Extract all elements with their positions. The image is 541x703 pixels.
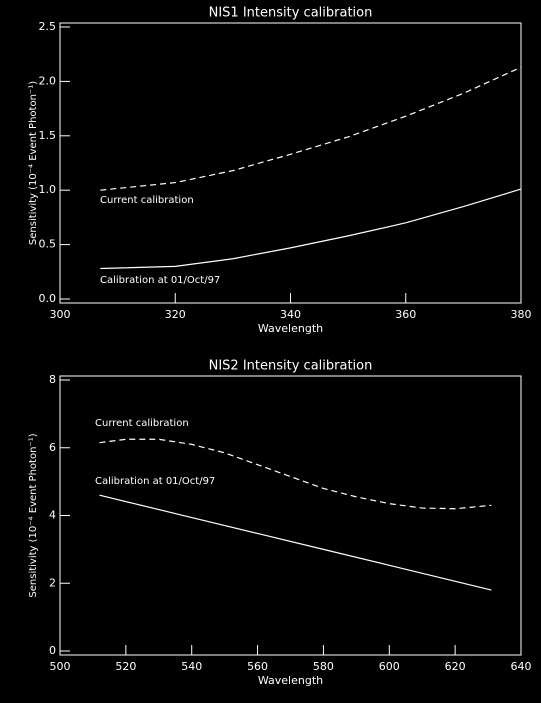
y-tick-label: 0.5 [39,238,57,251]
y-axis-label: Sensitivity (10⁻⁴ Event Photon⁻¹) [28,433,39,597]
y-tick-label: 6 [49,441,56,454]
x-tick-label: 600 [379,660,400,673]
y-tick-label: 1.5 [39,129,57,142]
x-axis-label: Wavelength [258,674,323,687]
series-annotation: Current calibration [95,418,189,429]
y-tick-label: 2.0 [39,74,57,87]
y-axis-label: Sensitivity (10⁻⁴ Event Photon⁻¹) [28,81,39,245]
series-line [99,494,492,591]
series-line [100,66,522,191]
x-tick-label: 320 [165,308,186,321]
series-line [99,438,492,510]
x-tick-label: 540 [181,660,202,673]
y-tick-label: 2 [49,576,56,589]
chart-title: NIS1 Intensity calibration [209,6,373,21]
y-tick-label: 8 [49,373,56,386]
y-tick-label: 4 [49,509,56,522]
x-axis-label: Wavelength [258,322,323,335]
x-tick-label: 520 [115,660,136,673]
x-tick-label: 560 [247,660,268,673]
series-annotation: Calibration at 01/Oct/97 [100,275,220,286]
series-annotation: Calibration at 01/Oct/97 [95,476,215,487]
y-tick-label: 0 [49,644,56,657]
x-tick-label: 640 [511,660,532,673]
x-tick-label: 360 [395,308,416,321]
plot-frame [59,22,522,304]
x-tick-label: 620 [445,660,466,673]
series-line [100,188,522,270]
series-annotation: Current calibration [100,195,194,206]
y-tick-label: 2.5 [39,20,57,33]
y-tick-label: 1.0 [39,183,57,196]
x-tick-label: 580 [313,660,334,673]
y-tick-label: 0.0 [39,292,57,305]
x-tick-label: 380 [511,308,532,321]
x-tick-label: 300 [50,308,71,321]
x-tick-label: 500 [50,660,71,673]
chart-title: NIS2 Intensity calibration [209,359,373,374]
x-tick-label: 340 [280,308,301,321]
